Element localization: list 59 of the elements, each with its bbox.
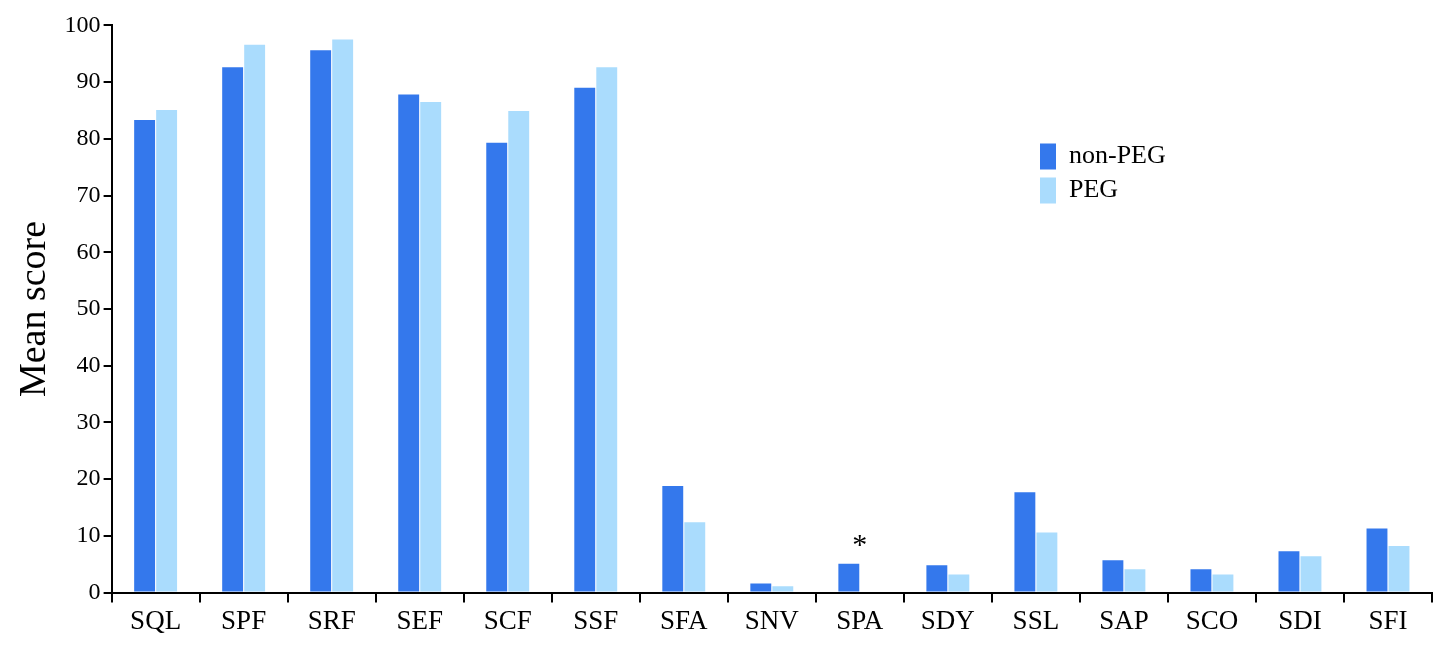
bar xyxy=(1388,546,1410,592)
x-tick-label: SPF xyxy=(221,604,267,635)
y-tick-label: 60 xyxy=(76,237,101,264)
annotation: * xyxy=(852,526,868,560)
bar xyxy=(1278,551,1300,592)
bar xyxy=(662,485,684,592)
bar xyxy=(574,87,596,592)
legend-label: PEG xyxy=(1069,174,1119,204)
bar xyxy=(1124,569,1146,592)
x-tick-label: SEF xyxy=(396,604,443,635)
y-tick-label: 50 xyxy=(76,294,101,321)
bar xyxy=(244,44,266,592)
y-axis-title: Mean score xyxy=(10,220,53,398)
legend-label: non-PEG xyxy=(1069,140,1166,170)
x-tick-label: SDY xyxy=(920,604,975,635)
y-tick-label: 10 xyxy=(76,521,101,548)
bar xyxy=(486,142,508,592)
bar xyxy=(508,111,530,592)
bar xyxy=(926,565,948,592)
x-tick-label: SCO xyxy=(1185,604,1239,635)
bar xyxy=(1014,492,1036,592)
y-tick-label: 20 xyxy=(76,464,101,491)
bar xyxy=(684,522,706,592)
bar xyxy=(1366,528,1388,592)
bar xyxy=(750,583,772,592)
bar xyxy=(156,109,178,592)
y-tick-label: 0 xyxy=(88,577,101,604)
x-tick-label: SDI xyxy=(1278,604,1322,635)
x-tick-label: SPA xyxy=(836,604,884,635)
bar xyxy=(398,94,420,592)
bar xyxy=(310,50,332,592)
bar xyxy=(948,574,970,592)
bar xyxy=(420,101,442,592)
x-tick-label: SQL xyxy=(130,604,182,635)
bar xyxy=(134,120,156,592)
bar xyxy=(1102,560,1124,592)
y-tick-label: 70 xyxy=(76,180,101,207)
x-tick-label: SAP xyxy=(1099,604,1149,635)
bar xyxy=(222,67,244,592)
bar xyxy=(596,67,618,592)
y-tick-label: 30 xyxy=(76,407,101,434)
bar xyxy=(1190,569,1212,592)
bar xyxy=(1036,532,1058,592)
bar xyxy=(1212,574,1234,592)
bar xyxy=(838,563,860,592)
bar xyxy=(1300,556,1322,592)
y-tick-label: 100 xyxy=(64,10,101,37)
y-tick-label: 90 xyxy=(76,67,101,94)
x-tick-label: SSF xyxy=(573,604,619,635)
x-tick-label: SSL xyxy=(1012,604,1060,635)
x-tick-label: SFI xyxy=(1368,604,1408,635)
x-tick-label: SFA xyxy=(660,604,709,635)
x-tick-label: SNV xyxy=(744,604,800,635)
x-tick-label: SRF xyxy=(307,604,356,635)
bar xyxy=(332,39,354,592)
y-tick-label: 80 xyxy=(76,124,101,151)
bar xyxy=(772,586,794,592)
y-tick-label: 40 xyxy=(76,351,101,378)
x-tick-label: SCF xyxy=(483,604,532,635)
